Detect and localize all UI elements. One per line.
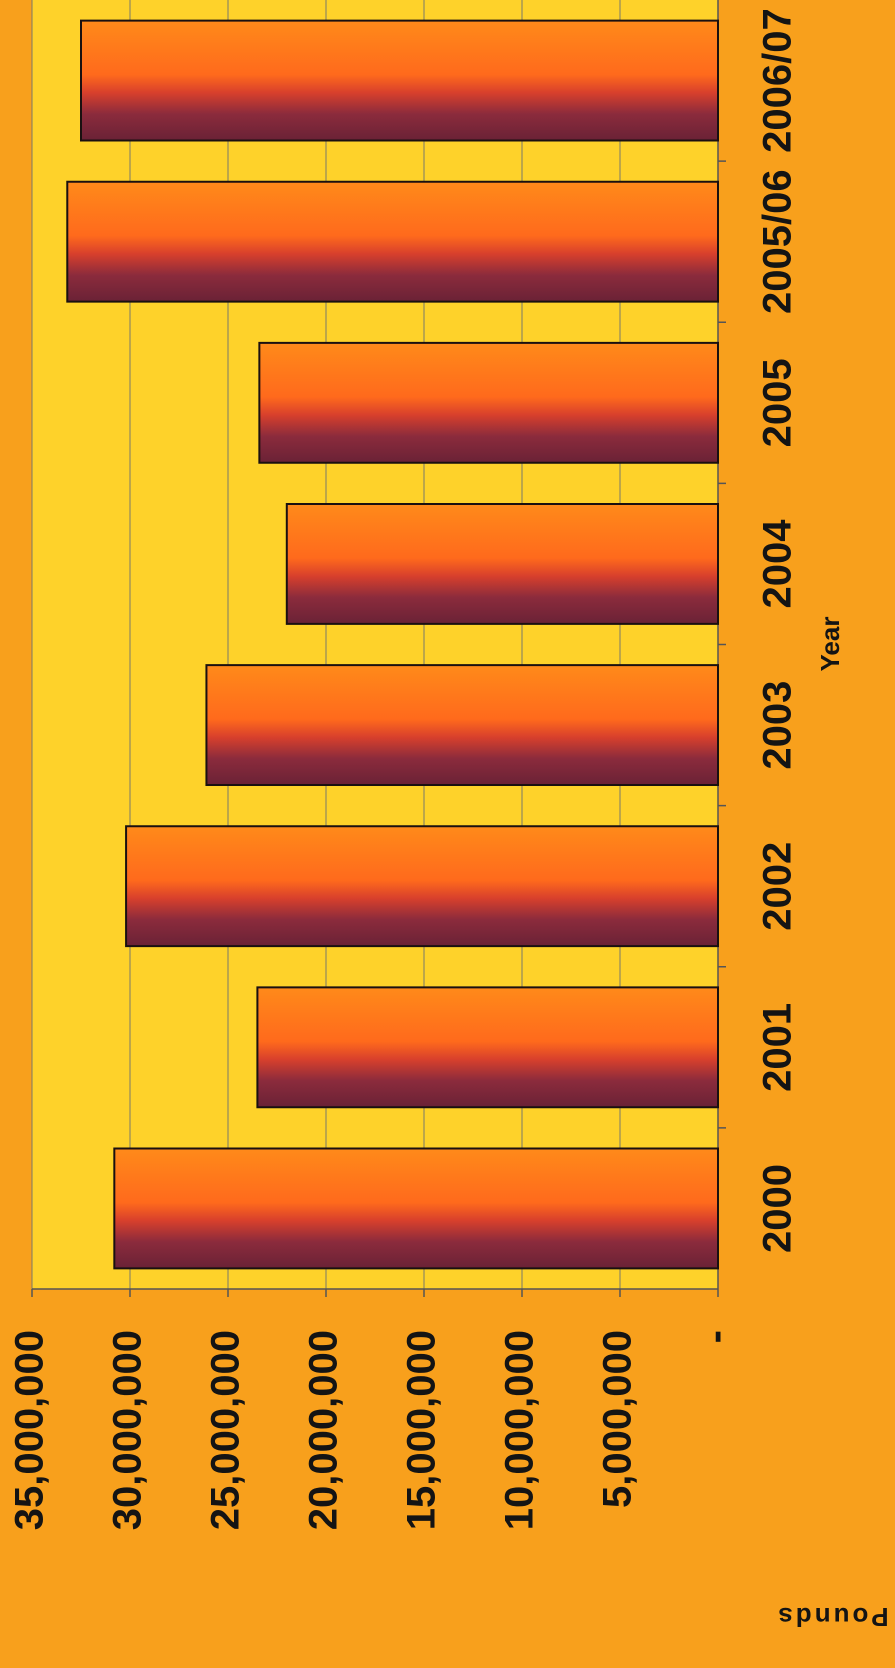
rotated-chart: Year Pounds - 5,000,000 10,000,000 15,000,0… xyxy=(8,0,889,1632)
x-tick-label: 2006/07 xyxy=(756,8,800,153)
y-tick-label: 5,000,000 xyxy=(596,1330,640,1508)
y-tick-label: 30,000,000 xyxy=(106,1330,150,1530)
x-tick-label: 2003 xyxy=(756,681,800,770)
bar xyxy=(113,1147,719,1270)
bar xyxy=(285,502,719,625)
bar xyxy=(256,986,719,1109)
x-tick-label: 2005 xyxy=(756,358,800,447)
y-tick-label: 35,000,000 xyxy=(8,1330,52,1530)
bar xyxy=(258,341,719,464)
bar xyxy=(80,19,719,142)
y-tick-label: 10,000,000 xyxy=(498,1330,542,1530)
x-axis-title: Year xyxy=(815,617,845,672)
x-tick-label: 2005/06 xyxy=(756,169,800,314)
x-tick-label: 2004 xyxy=(756,519,800,609)
y-tick-label: - xyxy=(694,1330,738,1343)
y-tick-label: 20,000,000 xyxy=(302,1330,346,1530)
y-axis-title: Pounds xyxy=(775,1602,888,1632)
y-tick-label: 25,000,000 xyxy=(204,1330,248,1530)
x-tick-label: 2000 xyxy=(756,1164,800,1253)
y-tick-label: 15,000,000 xyxy=(400,1330,444,1530)
x-tick-label: 2001 xyxy=(756,1003,800,1092)
bar xyxy=(125,825,719,948)
bar xyxy=(205,664,719,787)
bar xyxy=(66,180,719,303)
x-tick-label: 2002 xyxy=(756,842,800,931)
